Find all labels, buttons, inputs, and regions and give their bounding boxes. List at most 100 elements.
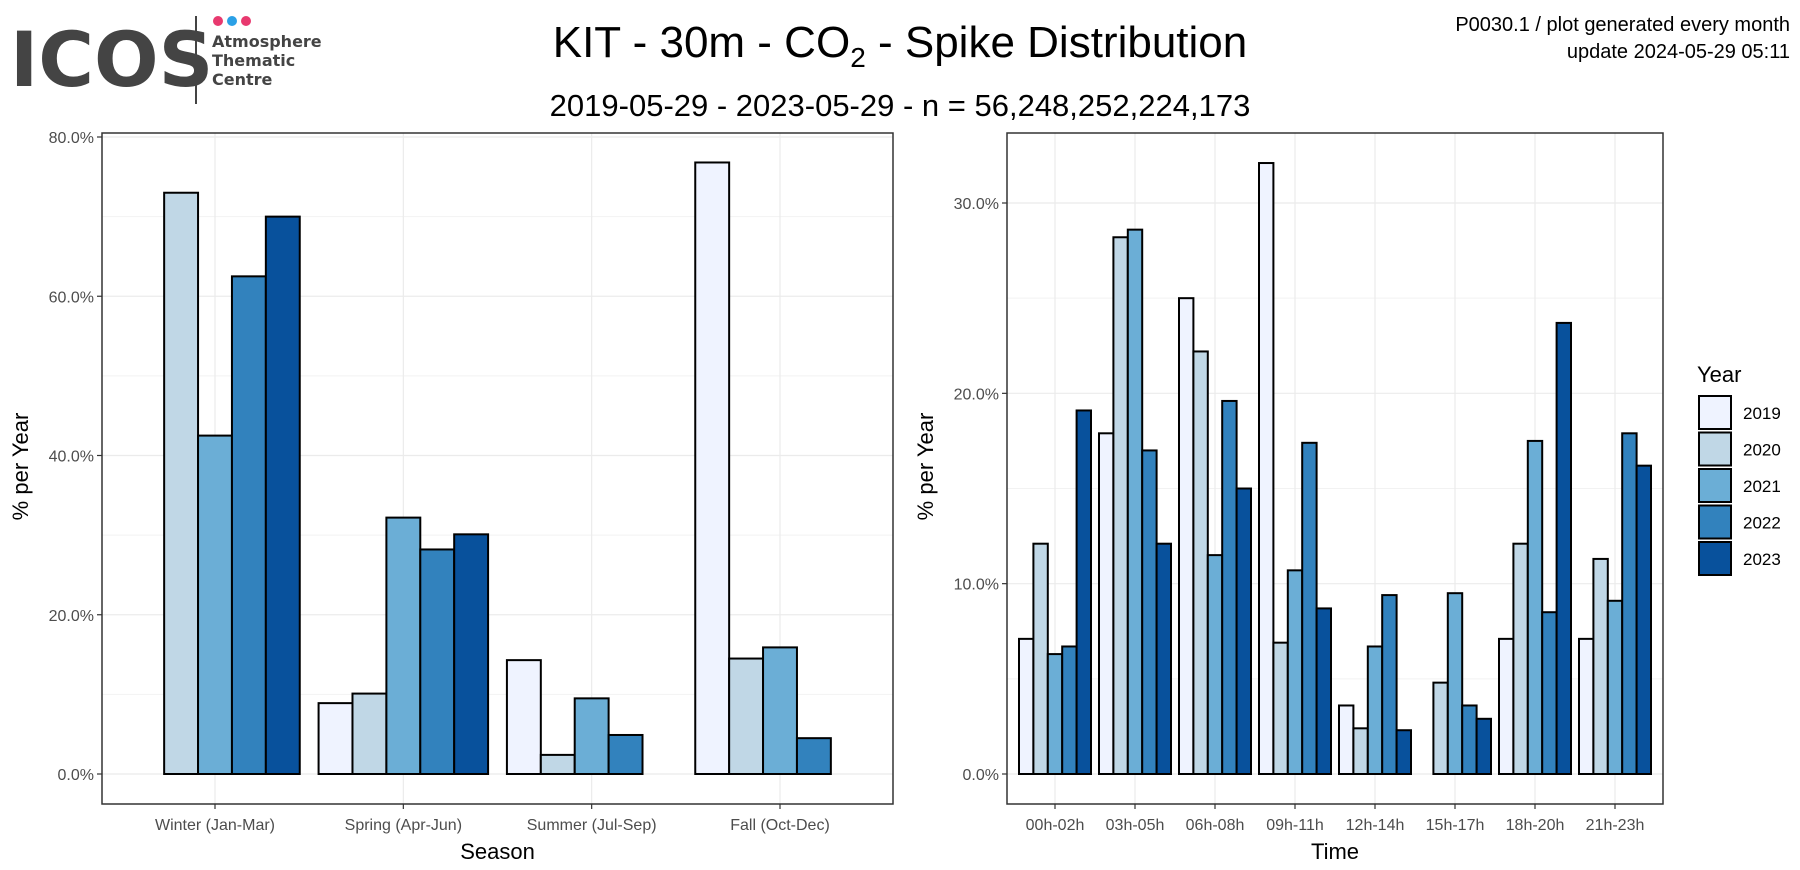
- bar: [1366, 645, 1384, 776]
- bar: [1635, 464, 1652, 775]
- logo-dot-icon: [213, 16, 223, 26]
- panel-border: [1006, 132, 1664, 805]
- legend-swatch: [1698, 395, 1732, 430]
- bar: [230, 275, 267, 775]
- chart-title: KIT - 30m - CO2 - Spike Distribution: [0, 18, 1800, 74]
- bar: [1526, 439, 1544, 775]
- bar: [1192, 350, 1209, 775]
- x-tick-label: 03h-05h: [1106, 817, 1165, 834]
- plot-meta-line1: P0030.1 / plot generated every month: [1455, 14, 1790, 36]
- y-tick-label: 60.0%: [49, 289, 94, 306]
- bar: [1592, 557, 1609, 775]
- logo-wordmark: ICOS: [10, 15, 213, 104]
- x-tick-label: 00h-02h: [1026, 817, 1085, 834]
- legend-label: 2019: [1743, 404, 1781, 423]
- bar: [1555, 321, 1572, 775]
- y-tick-label: 0.0%: [963, 767, 999, 784]
- bar: [1381, 594, 1398, 775]
- x-tick-label: 12h-14h: [1346, 817, 1405, 834]
- logo-dot-icon: [227, 16, 237, 26]
- bar: [1395, 729, 1412, 775]
- bar: [1498, 637, 1515, 776]
- bar: [607, 733, 644, 776]
- y-tick-label: 0.0%: [58, 767, 94, 784]
- logo-line-centre: Centre: [212, 70, 273, 89]
- bar: [1046, 653, 1064, 776]
- legend-swatch: [1698, 541, 1732, 576]
- legend-label: 2022: [1743, 514, 1781, 533]
- chart-panel-season: 0.0% 20.0% 40.0% 60.0% 80.0% Winter (Jan-Mar)…: [8, 130, 894, 864]
- legend-label: 2020: [1743, 441, 1781, 460]
- logo-dot-icon: [241, 16, 251, 26]
- bar: [728, 657, 765, 776]
- plot-meta: P0030.1 / plot generated every month upd…: [1455, 12, 1790, 66]
- plot-meta-line2: update 2024-05-29 05:11: [1566, 41, 1790, 63]
- x-tick-label: Spring (Apr-Jun): [345, 817, 462, 834]
- legend-swatch: [1698, 468, 1732, 503]
- logo-line-atmosphere: Atmosphere: [212, 32, 322, 51]
- bar: [1446, 592, 1464, 776]
- legend-label: 2021: [1743, 477, 1781, 496]
- chart-subtitle: 2019-05-29 - 2023-05-29 - n = 56,248,252…: [549, 88, 1251, 123]
- bar: [1155, 542, 1172, 775]
- bar: [1286, 569, 1304, 775]
- bar: [453, 533, 490, 775]
- bar: [1606, 599, 1624, 776]
- bar: [795, 737, 832, 776]
- bar: [163, 191, 200, 776]
- legend-swatch: [1698, 431, 1732, 467]
- x-tick-label: Fall (Oct-Dec): [730, 817, 830, 834]
- bar: [419, 548, 456, 776]
- bar: [1221, 399, 1238, 775]
- bar: [351, 692, 388, 775]
- bar: [385, 516, 422, 775]
- bar: [1235, 487, 1252, 775]
- y-axis-title: % per Year: [913, 413, 938, 521]
- y-tick-label: 20.0%: [49, 608, 94, 625]
- x-tick-label: 21h-23h: [1586, 817, 1645, 834]
- bar: [1126, 228, 1144, 775]
- bar: [762, 646, 798, 775]
- bar: [505, 659, 542, 775]
- x-tick-label: Winter (Jan-Mar): [155, 817, 275, 834]
- bar: [1075, 409, 1092, 775]
- legend-swatch: [1698, 504, 1732, 540]
- x-tick-label: 09h-11h: [1266, 817, 1324, 834]
- bar: [1098, 432, 1115, 775]
- bar: [1578, 637, 1595, 776]
- chart-panel-time: 0.0% 10.0% 20.0% 30.0% 00h-02h 03h-05h 06h-08h…: [913, 132, 1664, 864]
- x-tick-label: 06h-08h: [1186, 817, 1245, 834]
- bar: [1512, 542, 1529, 775]
- bar: [1541, 611, 1558, 776]
- bar: [1301, 441, 1318, 775]
- bar: [1621, 432, 1638, 775]
- bar: [1272, 641, 1289, 775]
- bar: [197, 434, 233, 775]
- x-axis-title: Season: [460, 839, 535, 864]
- bar: [1206, 554, 1224, 775]
- title-suffix: - Spike Distribution: [865, 18, 1248, 67]
- x-tick-label: Summer (Jul-Sep): [527, 817, 657, 834]
- bar: [1061, 645, 1078, 776]
- y-tick-label: 10.0%: [954, 577, 999, 594]
- bar: [1352, 727, 1369, 776]
- bar: [1112, 236, 1129, 775]
- bar: [1338, 704, 1355, 775]
- bar: [1315, 607, 1332, 775]
- title-subscript: 2: [850, 41, 866, 73]
- panel-border: [101, 132, 894, 805]
- y-axis-title: % per Year: [8, 413, 33, 521]
- bar: [1475, 717, 1492, 776]
- icos-logo-graphic: ICOS Atmosphere Thematic Centre: [10, 15, 322, 104]
- bar: [1461, 704, 1478, 775]
- bar: [1032, 542, 1049, 775]
- bar: [694, 161, 731, 776]
- x-tick-label: 15h-17h: [1426, 817, 1485, 834]
- icos-logo: ICOS Atmosphere Thematic Centre: [10, 14, 340, 106]
- bar: [539, 753, 576, 776]
- bar: [1178, 297, 1195, 775]
- y-tick-label: 80.0%: [49, 130, 94, 147]
- y-tick-label: 20.0%: [954, 386, 999, 403]
- bar: [1258, 162, 1275, 775]
